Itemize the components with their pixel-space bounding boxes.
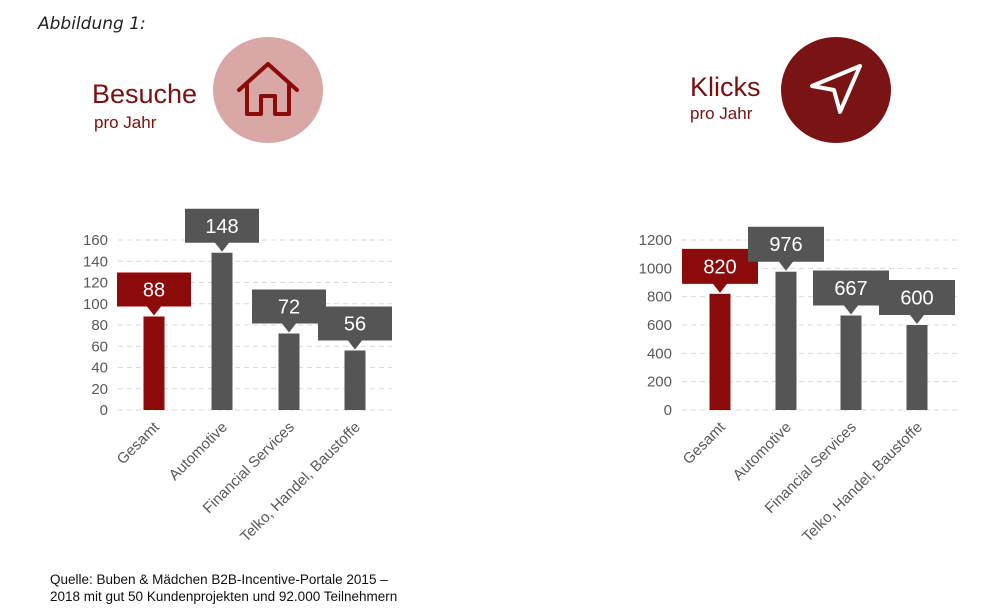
visits-ytick-label: 60 bbox=[91, 338, 108, 355]
visits-category-label-1: Gesamt bbox=[114, 418, 164, 468]
clicks-data-label-2: 976 bbox=[769, 234, 802, 256]
visits-badge bbox=[213, 37, 323, 143]
visits-data-label-2: 148 bbox=[205, 216, 238, 238]
source-line-1: Quelle: Buben & Mädchen B2B-Incentive-Po… bbox=[50, 572, 388, 587]
visits-ytick-label: 40 bbox=[91, 360, 108, 377]
clicks-ytick-label: 400 bbox=[647, 345, 672, 362]
clicks-ytick-label: 1000 bbox=[639, 260, 672, 277]
clicks-data-label-box-4 bbox=[879, 280, 955, 324]
visits-data-label-box-3 bbox=[252, 289, 326, 333]
clicks-bar-1 bbox=[709, 293, 731, 410]
clicks-category-label-1: Gesamt bbox=[680, 418, 730, 468]
clicks-data-label-box-3 bbox=[813, 270, 889, 315]
source-line-2: 2018 mit gut 50 Kundenprojekten und 92.0… bbox=[50, 589, 398, 604]
clicks-data-label-3: 667 bbox=[834, 278, 867, 300]
clicks-ytick-label: 200 bbox=[647, 374, 672, 391]
visits-data-label-1: 88 bbox=[143, 280, 165, 302]
clicks-ytick-label: 0 bbox=[664, 402, 672, 419]
clicks-data-label-box-2 bbox=[748, 226, 824, 271]
panel-subtitle-visits: pro Jahr bbox=[94, 113, 157, 132]
visits-data-label-3: 72 bbox=[278, 297, 300, 319]
visits-data-label-box-1 bbox=[117, 272, 191, 316]
visits-ytick-label: 0 bbox=[100, 402, 108, 419]
visits-bar-4 bbox=[344, 350, 366, 410]
visits-bar-1 bbox=[143, 316, 165, 410]
figure-caption: Abbildung 1: bbox=[38, 14, 146, 34]
clicks-data-label-box-1 bbox=[682, 248, 758, 293]
panel-subtitle-clicks: pro Jahr bbox=[690, 104, 753, 123]
visits-ytick-label: 160 bbox=[83, 232, 108, 249]
visits-data-label-4: 56 bbox=[344, 314, 366, 336]
visits-category-label-2: Automotive bbox=[166, 419, 231, 484]
visits-ytick-label: 20 bbox=[91, 381, 108, 398]
clicks-data-label-1: 820 bbox=[703, 256, 736, 278]
clicks-category-label-4: Telko, Handel, Baustoffe bbox=[799, 419, 926, 546]
visits-ytick-label: 100 bbox=[83, 296, 108, 313]
clicks-bar-4 bbox=[906, 325, 928, 410]
house-icon bbox=[233, 56, 303, 125]
visits-data-label-box-4 bbox=[318, 306, 392, 350]
panel-title-clicks: Klicks bbox=[690, 72, 761, 102]
panel-title-visits: Besuche bbox=[92, 79, 198, 109]
visits-ytick-label: 80 bbox=[91, 317, 108, 334]
source-note: Quelle: Buben & Mädchen B2B-Incentive-Po… bbox=[50, 571, 397, 605]
clicks-ytick-label: 1200 bbox=[639, 232, 672, 249]
visits-ytick-label: 120 bbox=[83, 275, 108, 292]
clicks-data-label-4: 600 bbox=[900, 288, 933, 310]
clicks-category-label-2: Automotive bbox=[730, 419, 795, 484]
visits-ytick-label: 140 bbox=[83, 253, 108, 270]
clicks-bar-2 bbox=[775, 271, 797, 410]
visits-data-label-box-2 bbox=[185, 208, 259, 252]
clicks-ytick-label: 800 bbox=[647, 289, 672, 306]
cursor-arrow-icon bbox=[804, 58, 868, 123]
clicks-ytick-label: 600 bbox=[647, 317, 672, 334]
clicks-badge bbox=[781, 37, 891, 143]
clicks-bar-3 bbox=[840, 315, 862, 410]
visits-category-label-4: Telko, Handel, Baustoffe bbox=[237, 419, 364, 546]
visits-bar-3 bbox=[278, 333, 300, 410]
visits-bar-2 bbox=[211, 252, 233, 410]
